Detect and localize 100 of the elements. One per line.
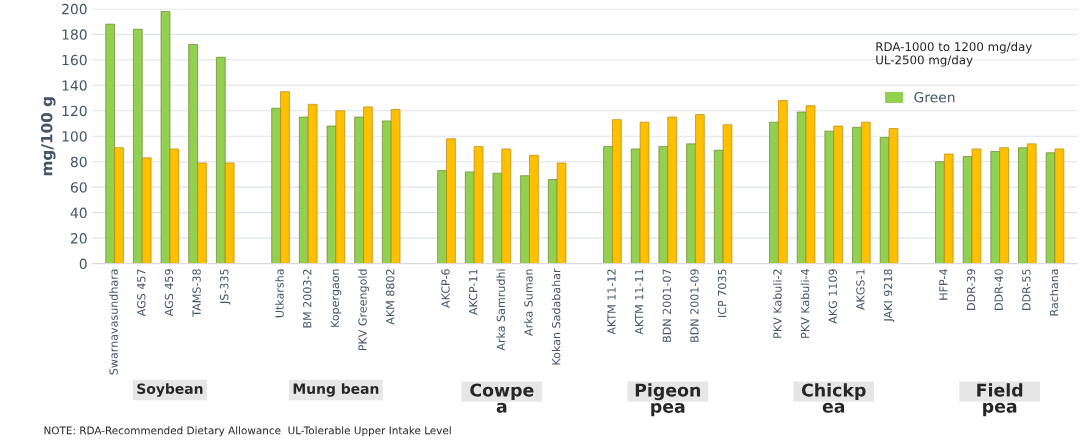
bar xyxy=(1045,152,1056,264)
x-tick-label: BDN 2001-09 xyxy=(690,269,699,342)
bar xyxy=(363,106,373,264)
bar xyxy=(722,124,733,264)
bar xyxy=(141,157,152,264)
x-tick-label: PKV Kabuli-4 xyxy=(800,269,810,338)
bar xyxy=(335,110,346,264)
legend-label: Green xyxy=(914,92,955,103)
x-tick-label: JAKI 9218 xyxy=(883,269,895,323)
y-tick-label: 120 xyxy=(62,105,87,117)
text: NOTE: RDA-Recommended Dietary Allowance UL-Tolerable Upper Intake Level xyxy=(44,426,451,437)
bar xyxy=(1018,147,1028,264)
bar xyxy=(888,128,899,264)
x-tick-label: ICP 7035 xyxy=(717,269,727,317)
y-tick-label: 60 xyxy=(70,182,87,193)
text: Soybean xyxy=(137,383,203,397)
bar xyxy=(216,56,226,264)
x-tick-label: PKV Greengold xyxy=(358,269,369,351)
text: Cowpe a xyxy=(470,383,534,413)
bar xyxy=(529,154,539,264)
x-tick-label: DDR-39 xyxy=(966,269,976,310)
x-tick-label: AKTM 11-12 xyxy=(607,269,616,335)
x-tick-label: Utkarsha xyxy=(275,269,284,318)
x-tick-label: Rachana xyxy=(1049,269,1059,316)
bar xyxy=(280,91,290,264)
y-tick-label: 100 xyxy=(62,131,87,142)
text: Pigeon pea xyxy=(635,383,700,417)
bar xyxy=(852,126,862,264)
bar xyxy=(999,147,1009,264)
bar xyxy=(971,148,982,264)
x-tick-label: HFP-4 xyxy=(939,269,948,300)
y-tick-label: 80 xyxy=(70,156,87,168)
bar xyxy=(437,170,447,264)
bar xyxy=(473,146,484,264)
x-tick-label: AGS 459 xyxy=(164,269,174,317)
y-tick-label: 140 xyxy=(62,80,87,91)
text: Mung bean xyxy=(293,383,379,397)
y-tick-label: 180 xyxy=(62,29,87,40)
x-tick-label: BM 2003-2 xyxy=(303,269,312,328)
x-tick-label: Kokan Sadabahar xyxy=(551,268,561,365)
x-tick-label: AKTM 11-11 xyxy=(635,269,644,335)
bar xyxy=(695,114,705,264)
x-tick-label: TAMS-38 xyxy=(192,269,201,317)
x-tick-label: AKM 8802 xyxy=(386,269,395,325)
x-tick-label: JS-335 xyxy=(220,269,231,305)
bar xyxy=(169,148,180,264)
bar xyxy=(446,138,456,264)
bar xyxy=(769,121,779,264)
bar xyxy=(805,105,816,264)
x-tick-label: Swarnavasundhara xyxy=(109,269,118,375)
bar xyxy=(612,119,622,264)
x-tick-label: AKGS-1 xyxy=(856,269,865,310)
annotation: RDA-1000 to 1200 mg/day UL-2500 mg/day xyxy=(876,41,1032,67)
bar xyxy=(944,153,954,264)
bar xyxy=(861,121,871,264)
bar xyxy=(686,143,696,264)
y-tick-label: 160 xyxy=(62,54,87,66)
bar xyxy=(639,121,650,264)
x-tick-label: Arka Suman xyxy=(524,269,533,336)
bar xyxy=(1054,148,1065,264)
x-tick-label: AKCP-11 xyxy=(468,269,478,315)
x-tick-label: PKV Kabuli-2 xyxy=(773,269,782,338)
text: Chickp ea xyxy=(801,383,866,413)
text: Field pea xyxy=(977,383,1023,417)
bar xyxy=(778,100,788,264)
bar xyxy=(556,162,567,264)
bar xyxy=(133,28,143,264)
bar xyxy=(381,120,392,264)
bar xyxy=(390,109,401,264)
bar xyxy=(299,116,309,264)
bar xyxy=(824,130,835,264)
bar xyxy=(833,125,843,264)
bar xyxy=(197,162,207,264)
bar xyxy=(114,147,124,264)
bar xyxy=(501,148,512,264)
bar xyxy=(271,107,281,264)
x-tick-label: AKCP-6 xyxy=(441,269,450,308)
y-axis-title: mg/100 g xyxy=(40,97,56,176)
x-tick-label: DDR-55 xyxy=(1022,269,1031,310)
bar xyxy=(603,146,613,264)
bar xyxy=(464,171,475,264)
bar xyxy=(658,146,669,264)
y-tick-label: 200 xyxy=(62,3,87,15)
bar xyxy=(326,125,337,264)
y-tick-label: 20 xyxy=(70,233,87,244)
x-tick-label: Arka Samrudhi xyxy=(496,269,506,351)
bar xyxy=(307,104,318,264)
bar xyxy=(224,162,235,264)
x-tick-label: AKG 1109 xyxy=(828,269,837,324)
x-tick-label: AGS 457 xyxy=(137,269,146,317)
x-tick-label: DDR-40 xyxy=(994,269,1003,310)
bar xyxy=(520,175,530,264)
bar xyxy=(990,151,1001,264)
y-tick-label: 40 xyxy=(70,207,87,219)
bar xyxy=(667,116,677,264)
bar xyxy=(935,161,945,264)
bar xyxy=(160,11,171,264)
x-tick-label: BDN 2001-07 xyxy=(662,269,671,342)
bar xyxy=(354,116,364,264)
bar xyxy=(105,23,115,264)
